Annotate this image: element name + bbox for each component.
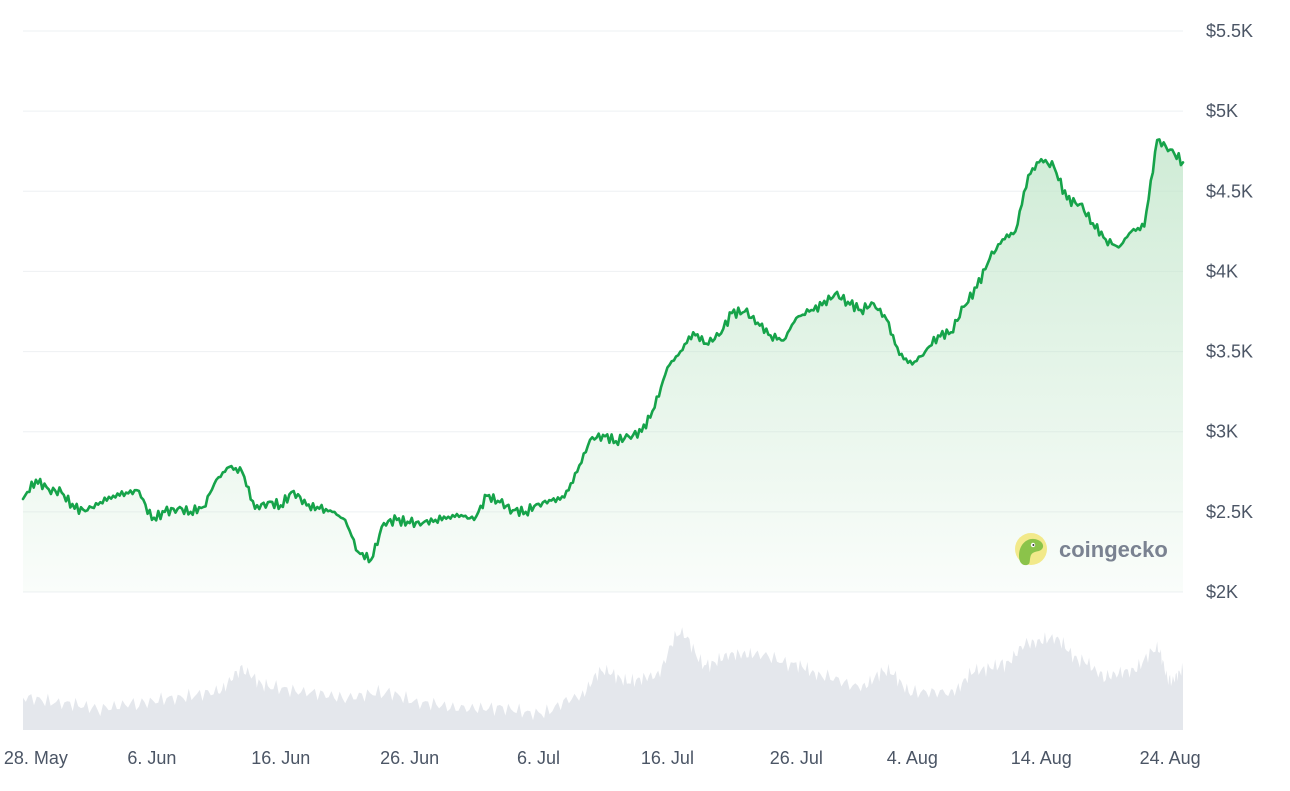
price-area: [23, 139, 1183, 592]
x-tick-label: 4. Aug: [887, 748, 938, 768]
volume-layer: [23, 627, 1183, 730]
x-tick-label: 16. Jun: [251, 748, 310, 768]
x-tick-label: 6. Jul: [517, 748, 560, 768]
y-tick-label: $2K: [1206, 582, 1238, 602]
x-tick-label: 28. May: [4, 748, 68, 768]
y-tick-label: $4.5K: [1206, 181, 1253, 201]
x-tick-label: 16. Jul: [641, 748, 694, 768]
x-tick-label: 14. Aug: [1011, 748, 1072, 768]
line-layer: [21, 138, 1185, 564]
y-tick-label: $4K: [1206, 261, 1238, 281]
x-tick-label: 26. Jun: [380, 748, 439, 768]
y-tick-label: $5K: [1206, 101, 1238, 121]
area-layer: [23, 139, 1183, 592]
coingecko-watermark: coingecko: [1015, 533, 1168, 566]
y-axis: $2K $2.5K $3K $3.5K $4K $4.5K $5K $5.5K: [1206, 21, 1253, 602]
y-tick-label: $5.5K: [1206, 21, 1253, 41]
y-tick-label: $2.5K: [1206, 502, 1253, 522]
gecko-logo-icon: [1015, 533, 1047, 566]
watermark-label: coingecko: [1059, 537, 1168, 562]
x-axis: 28. May 6. Jun 16. Jun 26. Jun 6. Jul 16. Jul…: [4, 748, 1201, 768]
x-tick-label: 26. Jul: [770, 748, 823, 768]
volume-series: [23, 627, 1183, 730]
x-tick-label: 24. Aug: [1140, 748, 1201, 768]
y-tick-label: $3.5K: [1206, 342, 1253, 362]
x-tick-label: 6. Jun: [127, 748, 176, 768]
y-tick-label: $3K: [1206, 422, 1238, 442]
